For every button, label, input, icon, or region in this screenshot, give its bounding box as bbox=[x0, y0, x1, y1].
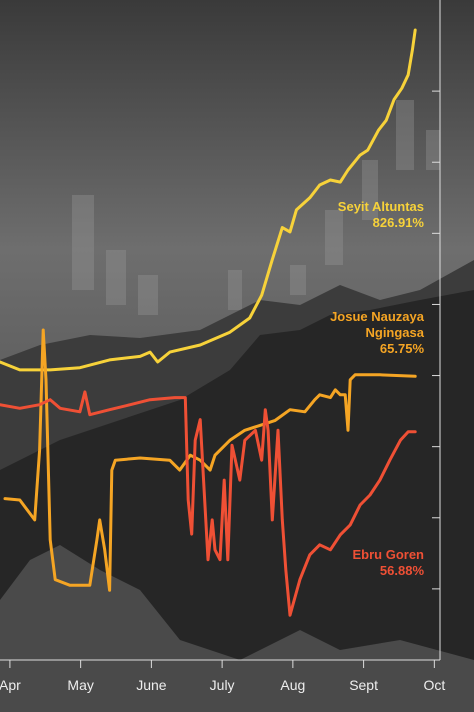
series-return: 826.91% bbox=[372, 215, 424, 230]
series-line bbox=[0, 28, 417, 372]
series-name: Seyit Altuntas bbox=[337, 199, 424, 214]
series-return: 56.88% bbox=[379, 563, 424, 578]
axes: Apr May June July Aug Sept Oct bbox=[0, 0, 445, 693]
x-tick-label: June bbox=[136, 677, 167, 693]
series-return: 65.75% bbox=[379, 341, 424, 356]
series-label: Seyit Altuntas 826.91% bbox=[338, 199, 424, 231]
x-tick-label: July bbox=[210, 677, 235, 693]
series-name: Josue Nauzaya Ngingasa bbox=[330, 309, 424, 340]
x-tick-label: Oct bbox=[423, 677, 445, 693]
rocks bbox=[0, 545, 474, 712]
candles bbox=[72, 100, 440, 315]
x-tick-label: May bbox=[67, 677, 93, 693]
series-label: Ebru Goren 56.88% bbox=[352, 547, 424, 579]
series-name: Ebru Goren bbox=[352, 547, 424, 562]
x-tick-label: Apr bbox=[0, 677, 21, 693]
x-tick-label: Sept bbox=[349, 677, 378, 693]
series-line bbox=[0, 390, 417, 617]
x-tick-label: Aug bbox=[280, 677, 305, 693]
series-label: Josue Nauzaya Ngingasa 65.75% bbox=[314, 309, 424, 357]
lines bbox=[0, 28, 417, 617]
